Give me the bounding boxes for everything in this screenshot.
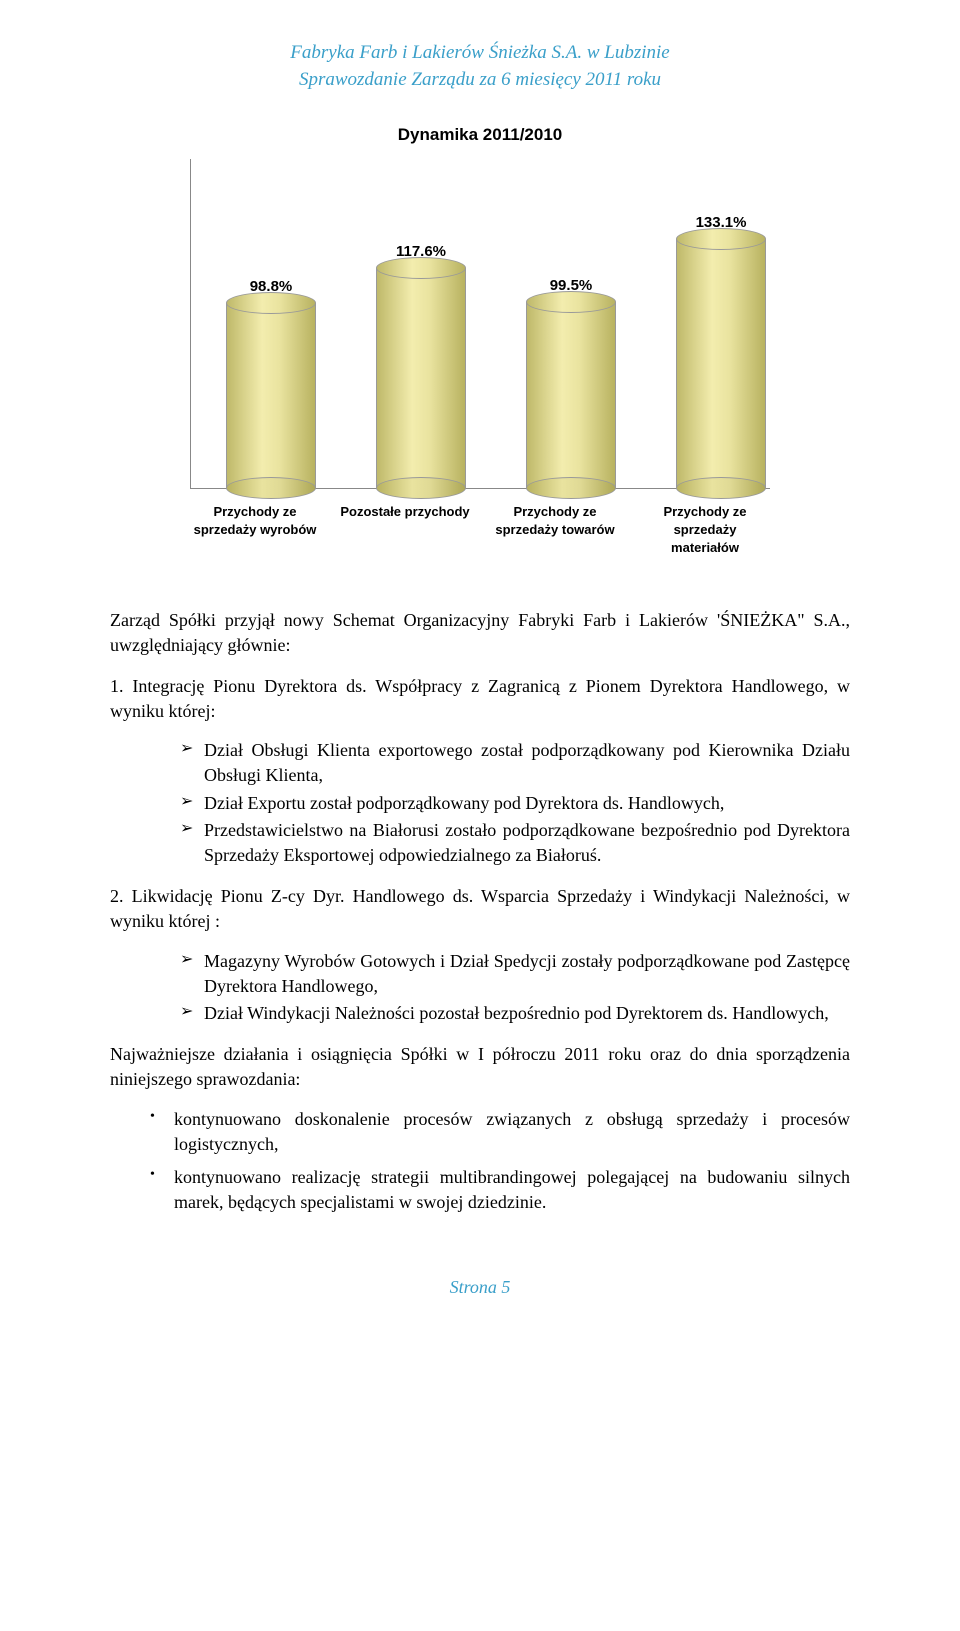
bar-cylinder: [376, 268, 466, 488]
chart-plot-area: 98.8% 117.6% 99.5% 133.1%: [190, 159, 770, 489]
section-3-bullet-list: •kontynuowano doskonalenie procesów zwią…: [110, 1107, 850, 1216]
list-item: ➢Dział Exportu został podporządkowany po…: [180, 791, 850, 816]
list-item: ➢Dział Obsługi Klienta exportowego zosta…: [180, 738, 850, 788]
arrow-icon: ➢: [180, 791, 204, 813]
arrow-icon: ➢: [180, 738, 204, 760]
list-item: ➢Dział Windykacji Należności pozostał be…: [180, 1001, 850, 1026]
list-item-text: kontynuowano realizację strategii multib…: [174, 1165, 850, 1215]
dynamics-chart: Dynamika 2011/2010 98.8% 117.6% 99.5% 133.1…: [190, 123, 770, 557]
bar-cylinder: [226, 303, 316, 488]
chart-title: Dynamika 2011/2010: [190, 123, 770, 147]
section-1-lead: 1. Integrację Pionu Dyrektora ds. Współp…: [110, 674, 850, 724]
arrow-icon: ➢: [180, 1001, 204, 1023]
chart-x-label: Pozostałe przychody: [340, 503, 470, 558]
section-1-bullet-list: ➢Dział Obsługi Klienta exportowego zosta…: [110, 738, 850, 868]
section-2-lead: 2. Likwidację Pionu Z-cy Dyr. Handlowego…: [110, 884, 850, 934]
header-line-1: Fabryka Farb i Lakierów Śnieżka S.A. w L…: [110, 40, 850, 67]
chart-bar: 98.8%: [226, 276, 316, 488]
section-2-bullet-list: ➢Magazyny Wyrobów Gotowych i Dział Spedy…: [110, 949, 850, 1027]
list-item-text: Dział Exportu został podporządkowany pod…: [204, 791, 850, 816]
header-line-2: Sprawozdanie Zarządu za 6 miesięcy 2011 …: [110, 67, 850, 94]
chart-bar: 99.5%: [526, 275, 616, 488]
list-item: ➢Magazyny Wyrobów Gotowych i Dział Spedy…: [180, 949, 850, 999]
chart-x-label: Przychody ze sprzedaży wyrobów: [190, 503, 320, 558]
paragraph-3: Najważniejsze działania i osiągnięcia Sp…: [110, 1042, 850, 1092]
chart-bar: 117.6%: [376, 241, 466, 488]
page-footer: Strona 5: [110, 1275, 850, 1300]
intro-paragraph: Zarząd Spółki przyjął nowy Schemat Organ…: [110, 608, 850, 658]
list-item-text: Dział Obsługi Klienta exportowego został…: [204, 738, 850, 788]
chart-x-label: Przychody ze sprzedaży materiałów: [640, 503, 770, 558]
arrow-icon: ➢: [180, 818, 204, 840]
list-item: •kontynuowano realizację strategii multi…: [150, 1165, 850, 1215]
bar-cylinder: [526, 302, 616, 488]
chart-x-label: Przychody ze sprzedaży towarów: [490, 503, 620, 558]
arrow-icon: ➢: [180, 949, 204, 971]
list-item-text: Dział Windykacji Należności pozostał bez…: [204, 1001, 850, 1026]
list-item-text: kontynuowano doskonalenie procesów związ…: [174, 1107, 850, 1157]
list-item: •kontynuowano doskonalenie procesów zwią…: [150, 1107, 850, 1157]
chart-x-labels: Przychody ze sprzedaży wyrobów Pozostałe …: [190, 503, 770, 558]
bullet-icon: •: [150, 1165, 174, 1185]
bullet-icon: •: [150, 1107, 174, 1127]
list-item: ➢Przedstawicielstwo na Białorusi zostało…: [180, 818, 850, 868]
list-item-text: Przedstawicielstwo na Białorusi zostało …: [204, 818, 850, 868]
chart-bar: 133.1%: [676, 212, 766, 488]
page-header: Fabryka Farb i Lakierów Śnieżka S.A. w L…: [110, 40, 850, 93]
list-item-text: Magazyny Wyrobów Gotowych i Dział Spedyc…: [204, 949, 850, 999]
bar-cylinder: [676, 239, 766, 488]
